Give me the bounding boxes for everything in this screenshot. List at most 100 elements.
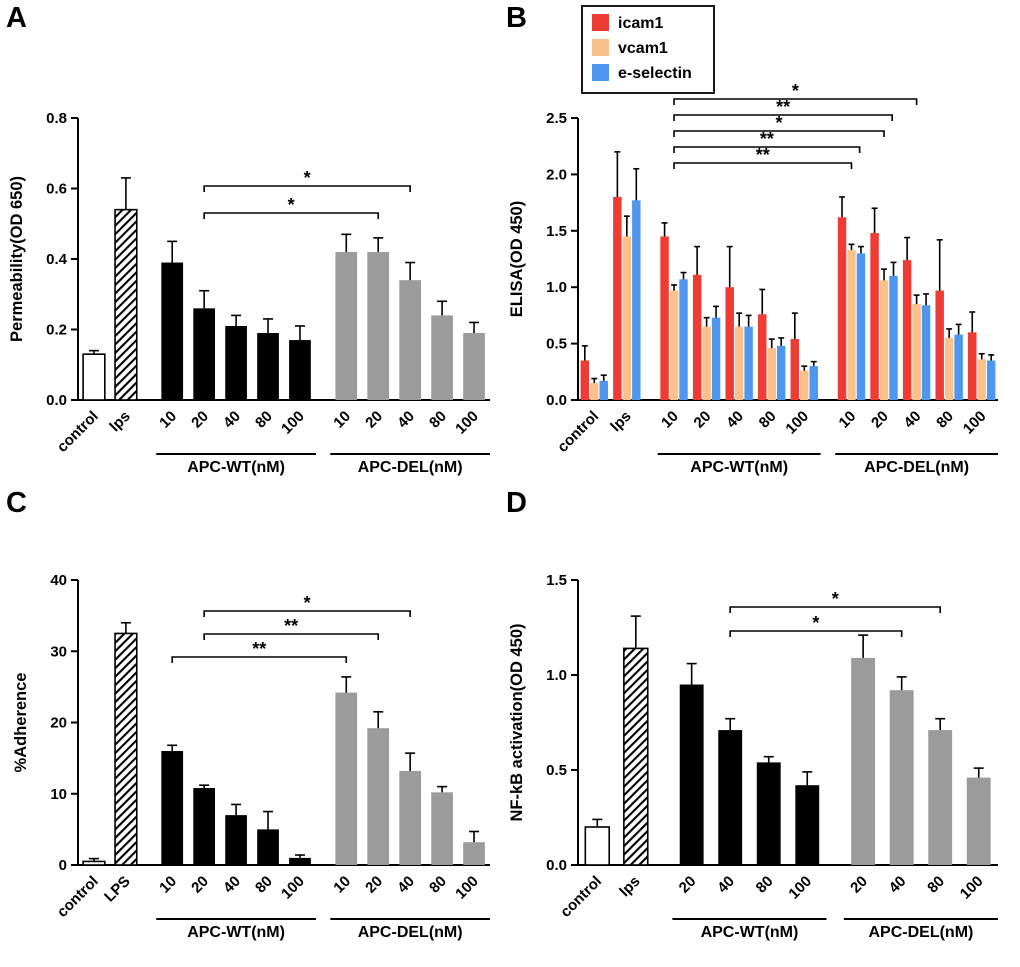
svg-text:*: * xyxy=(304,168,311,188)
svg-text:NF-kB activation(OD 450): NF-kB activation(OD 450) xyxy=(508,623,526,821)
svg-text:40: 40 xyxy=(394,873,418,897)
svg-text:control: control xyxy=(554,408,602,456)
svg-text:10: 10 xyxy=(330,873,354,897)
svg-text:APC-DEL(nM): APC-DEL(nM) xyxy=(864,459,969,476)
svg-text:control: control xyxy=(54,408,102,456)
svg-text:2.0: 2.0 xyxy=(546,166,567,183)
svg-text:control: control xyxy=(54,873,102,921)
svg-text:ELISA(OD 450): ELISA(OD 450) xyxy=(508,201,526,317)
svg-text:1.0: 1.0 xyxy=(546,279,567,296)
panel-A: 0.0 0.2 0.4 0.6 0.8 Permeability(OD 650) contr… xyxy=(0,0,500,485)
svg-text:40: 40 xyxy=(220,873,244,897)
svg-text:100: 100 xyxy=(278,873,308,903)
svg-text:*: * xyxy=(776,113,783,133)
svg-text:40: 40 xyxy=(723,408,747,432)
svg-text:0.6: 0.6 xyxy=(46,181,67,198)
svg-text:0.5: 0.5 xyxy=(546,762,567,779)
svg-text:lps: lps xyxy=(607,408,634,435)
svg-text:20: 20 xyxy=(676,873,700,897)
svg-text:80: 80 xyxy=(426,873,450,897)
svg-text:0.5: 0.5 xyxy=(546,336,567,353)
svg-text:1.5: 1.5 xyxy=(546,223,567,240)
svg-text:*: * xyxy=(812,613,819,633)
chart-elisa: 0.0 0.5 1.0 1.5 2.0 2.5 ELISA(OD 450) control lp… xyxy=(508,5,998,476)
svg-text:*: * xyxy=(832,589,839,609)
svg-text:10: 10 xyxy=(658,408,682,432)
svg-text:**: ** xyxy=(252,639,266,659)
chart-nfkb: 0.0 0.5 1.0 1.5 NF-kB activation(OD 450) cont… xyxy=(508,572,998,941)
svg-text:0.0: 0.0 xyxy=(546,857,567,874)
svg-text:40: 40 xyxy=(394,408,418,432)
svg-text:100: 100 xyxy=(278,408,308,438)
svg-text:**: ** xyxy=(756,145,770,165)
svg-text:lps: lps xyxy=(106,408,133,435)
svg-text:1.5: 1.5 xyxy=(546,572,567,589)
svg-text:80: 80 xyxy=(753,873,777,897)
svg-text:80: 80 xyxy=(252,408,276,432)
svg-text:100: 100 xyxy=(452,873,482,903)
svg-text:0.0: 0.0 xyxy=(46,392,67,409)
svg-text:80: 80 xyxy=(252,873,276,897)
svg-text:0.8: 0.8 xyxy=(46,110,67,127)
svg-text:%Adherence: %Adherence xyxy=(12,673,30,773)
svg-text:lps: lps xyxy=(616,873,643,900)
svg-text:APC-DEL(nM): APC-DEL(nM) xyxy=(868,924,973,941)
svg-text:40: 40 xyxy=(901,408,925,432)
svg-text:20: 20 xyxy=(691,408,715,432)
svg-text:20: 20 xyxy=(362,408,386,432)
svg-text:APC-WT(nM): APC-WT(nM) xyxy=(187,459,285,476)
svg-text:1.0: 1.0 xyxy=(546,667,567,684)
svg-text:100: 100 xyxy=(957,873,987,903)
svg-text:APC-WT(nM): APC-WT(nM) xyxy=(701,924,799,941)
svg-text:*: * xyxy=(792,81,799,101)
svg-text:*: * xyxy=(288,195,295,215)
svg-text:**: ** xyxy=(776,97,790,117)
svg-text:10: 10 xyxy=(330,408,354,432)
svg-text:icam1: icam1 xyxy=(618,15,663,32)
svg-text:0.2: 0.2 xyxy=(46,322,67,339)
svg-text:0.0: 0.0 xyxy=(546,392,567,409)
chart-permeability: 0.0 0.2 0.4 0.6 0.8 Permeability(OD 650) contr… xyxy=(8,110,490,476)
panel-C: 0 10 20 30 40 %Adherence control LPS 10 20 40 80 100… xyxy=(0,485,500,967)
svg-text:20: 20 xyxy=(362,873,386,897)
svg-text:20: 20 xyxy=(188,873,212,897)
svg-text:Permeability(OD 650): Permeability(OD 650) xyxy=(8,176,26,342)
panel-letter-C: C xyxy=(6,487,27,519)
svg-text:2.5: 2.5 xyxy=(546,110,567,127)
svg-text:**: ** xyxy=(284,616,298,636)
svg-text:40: 40 xyxy=(50,572,67,589)
svg-text:20: 20 xyxy=(188,408,212,432)
svg-text:10: 10 xyxy=(835,408,859,432)
svg-text:100: 100 xyxy=(960,408,990,438)
svg-text:10: 10 xyxy=(156,873,180,897)
svg-text:APC-DEL(nM): APC-DEL(nM) xyxy=(358,924,463,941)
svg-text:APC-WT(nM): APC-WT(nM) xyxy=(690,459,788,476)
svg-text:10: 10 xyxy=(50,786,67,803)
panel-letter-D: D xyxy=(506,487,527,519)
svg-text:0.4: 0.4 xyxy=(46,251,68,268)
panel-B: 0.0 0.5 1.0 1.5 2.0 2.5 ELISA(OD 450) control lp… xyxy=(500,0,1020,485)
svg-text:APC-DEL(nM): APC-DEL(nM) xyxy=(358,459,463,476)
svg-text:40: 40 xyxy=(220,408,244,432)
svg-text:20: 20 xyxy=(868,408,892,432)
svg-text:80: 80 xyxy=(933,408,957,432)
svg-text:80: 80 xyxy=(924,873,948,897)
svg-text:40: 40 xyxy=(714,873,738,897)
svg-text:10: 10 xyxy=(156,408,180,432)
svg-text:30: 30 xyxy=(50,643,67,660)
svg-text:40: 40 xyxy=(886,873,910,897)
svg-text:APC-WT(nM): APC-WT(nM) xyxy=(187,924,285,941)
svg-text:vcam1: vcam1 xyxy=(618,40,668,57)
svg-text:LPS: LPS xyxy=(101,873,134,906)
svg-text:100: 100 xyxy=(452,408,482,438)
svg-text:**: ** xyxy=(760,129,774,149)
panel-letter-B: B xyxy=(506,2,527,34)
svg-text:*: * xyxy=(304,593,311,613)
svg-text:e-selectin: e-selectin xyxy=(618,65,692,82)
svg-text:0: 0 xyxy=(59,857,67,874)
svg-text:100: 100 xyxy=(785,873,815,903)
svg-text:100: 100 xyxy=(782,408,812,438)
svg-text:20: 20 xyxy=(50,715,67,732)
